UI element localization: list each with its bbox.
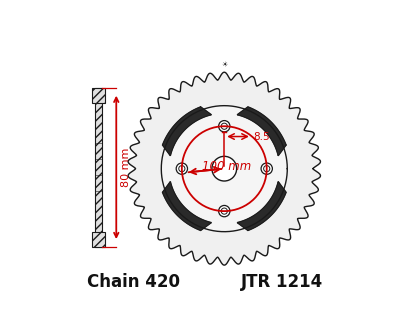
- Polygon shape: [128, 72, 320, 265]
- Polygon shape: [237, 107, 286, 156]
- Bar: [92, 232, 105, 247]
- Text: ☀: ☀: [221, 62, 228, 68]
- Text: JTR 1214: JTR 1214: [241, 273, 323, 291]
- Circle shape: [261, 163, 272, 174]
- Polygon shape: [162, 107, 211, 156]
- Text: 100 mm: 100 mm: [202, 160, 252, 173]
- Bar: [95, 88, 102, 247]
- Circle shape: [176, 163, 188, 174]
- Circle shape: [219, 121, 230, 132]
- Bar: [92, 88, 105, 103]
- Circle shape: [219, 205, 230, 217]
- Polygon shape: [161, 106, 287, 232]
- Polygon shape: [237, 182, 286, 230]
- Circle shape: [212, 156, 237, 181]
- Polygon shape: [162, 182, 211, 230]
- Text: 80 mm: 80 mm: [121, 148, 131, 187]
- Text: Chain 420: Chain 420: [87, 273, 180, 291]
- Text: 8.5: 8.5: [253, 132, 270, 142]
